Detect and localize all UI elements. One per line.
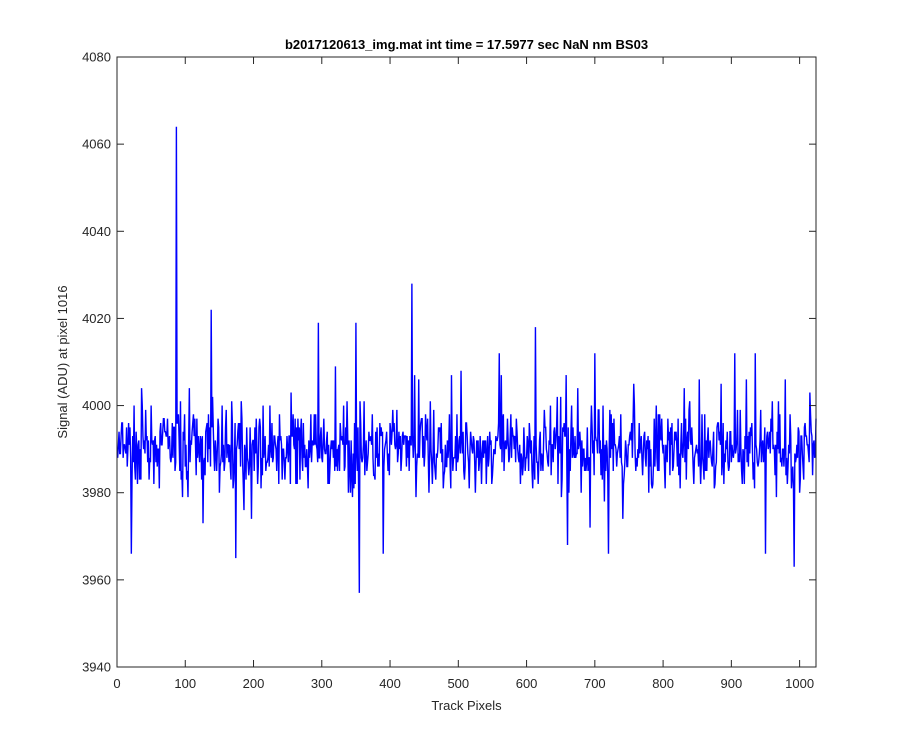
- x-tick-label: 300: [311, 676, 333, 691]
- y-tick-label: 4060: [82, 137, 111, 152]
- y-tick-label: 4000: [82, 398, 111, 413]
- y-tick-label: 4080: [82, 50, 111, 65]
- x-tick-label: 1000: [785, 676, 814, 691]
- y-axis: 3940 3960 3980 4000 4020 4040 4060 4080: [82, 50, 816, 675]
- x-tick-label: 800: [652, 676, 674, 691]
- chart-title: b2017120613_img.mat int time = 17.5977 s…: [285, 37, 648, 52]
- axes-box: [116, 56, 817, 668]
- x-tick-label: 400: [379, 676, 401, 691]
- x-tick-label: 500: [447, 676, 469, 691]
- x-tick-label: 900: [721, 676, 743, 691]
- x-axis: 0 100 200 300 400 500 600 700 800 900 1000: [113, 57, 814, 691]
- y-axis-label: Signal (ADU) at pixel 1016: [55, 285, 70, 438]
- y-tick-label: 4040: [82, 224, 111, 239]
- plot-area: [117, 57, 816, 667]
- y-tick-label: 3940: [82, 660, 111, 675]
- y-tick-label: 3980: [82, 485, 111, 500]
- series-layer: [116, 126, 817, 593]
- y-tick-label: 4020: [82, 311, 111, 326]
- x-tick-label: 100: [174, 676, 196, 691]
- x-tick-label: 600: [516, 676, 538, 691]
- series-line: [116, 126, 817, 593]
- x-axis-label: Track Pixels: [431, 698, 502, 713]
- x-tick-label: 200: [243, 676, 265, 691]
- x-tick-label: 0: [113, 676, 120, 691]
- x-tick-label: 700: [584, 676, 606, 691]
- y-tick-label: 3960: [82, 572, 111, 587]
